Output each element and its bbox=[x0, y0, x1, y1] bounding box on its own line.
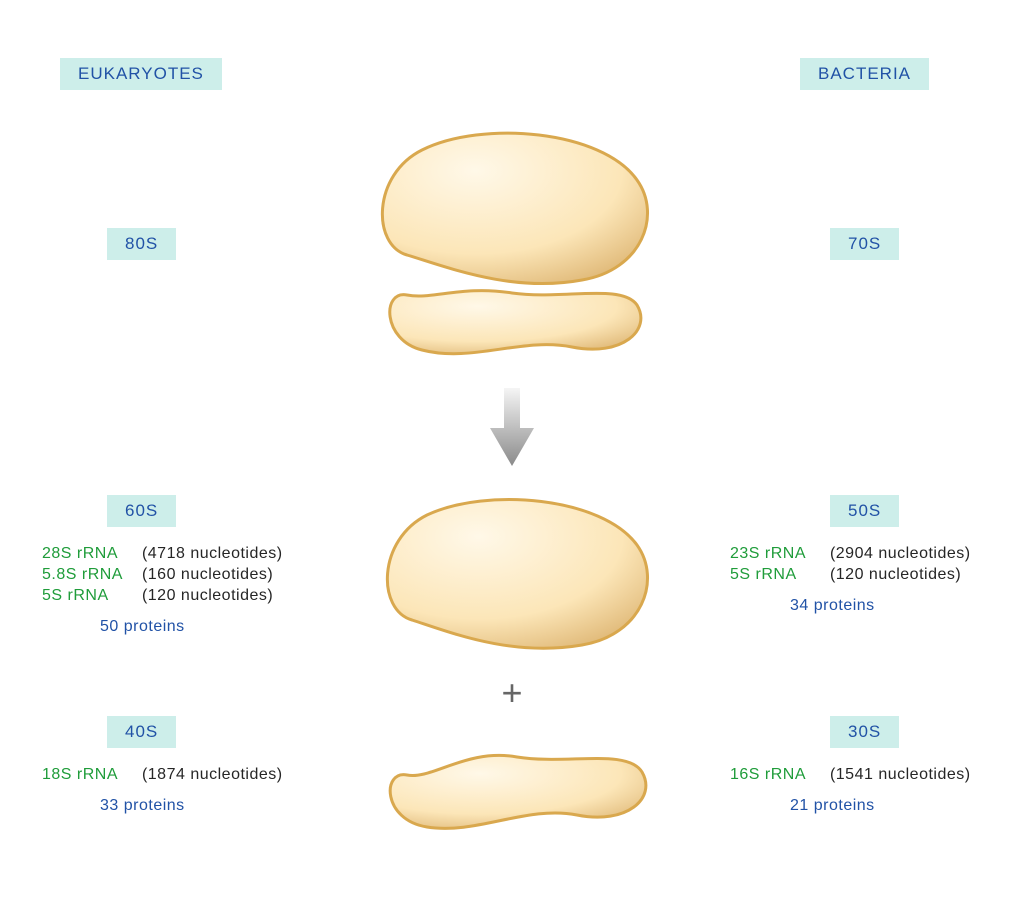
bac-large-rrna-row-1: 5S rRNA (120 nucleotides) bbox=[730, 566, 961, 584]
bac-small-proteins: 21 proteins bbox=[790, 797, 875, 815]
eukaryotes-header: EUKARYOTES bbox=[60, 58, 222, 90]
bac-large-label-text: 50S bbox=[848, 501, 881, 520]
rrna-nucleo: (160 nucleotides) bbox=[142, 566, 273, 584]
bac-large-rrna-row-0: 23S rRNA (2904 nucleotides) bbox=[730, 545, 971, 563]
large-subunit-diagram bbox=[362, 485, 662, 665]
euk-small-label-text: 40S bbox=[125, 722, 158, 741]
rrna-name: 5S rRNA bbox=[730, 566, 825, 584]
split-arrow-icon bbox=[490, 388, 534, 468]
euk-large-rrna-row-2: 5S rRNA (120 nucleotides) bbox=[42, 587, 273, 605]
euk-large-proteins: 50 proteins bbox=[100, 618, 185, 636]
euk-large-label-text: 60S bbox=[125, 501, 158, 520]
rrna-nucleo: (1541 nucleotides) bbox=[830, 766, 971, 784]
euk-small-label: 40S bbox=[107, 716, 176, 748]
euk-whole-label: 80S bbox=[107, 228, 176, 260]
plus-icon: + bbox=[501, 672, 522, 714]
rrna-name: 23S rRNA bbox=[730, 545, 825, 563]
bac-whole-label-text: 70S bbox=[848, 234, 881, 253]
rrna-nucleo: (120 nucleotides) bbox=[830, 566, 961, 584]
rrna-nucleo: (4718 nucleotides) bbox=[142, 545, 283, 563]
bac-small-label: 30S bbox=[830, 716, 899, 748]
bac-small-rrna-row-0: 16S rRNA (1541 nucleotides) bbox=[730, 766, 971, 784]
euk-large-rrna-row-1: 5.8S rRNA (160 nucleotides) bbox=[42, 566, 273, 584]
rrna-name: 5.8S rRNA bbox=[42, 566, 137, 584]
small-subunit-diagram bbox=[362, 730, 662, 840]
euk-large-label: 60S bbox=[107, 495, 176, 527]
bacteria-header-text: BACTERIA bbox=[818, 64, 911, 83]
rrna-name: 16S rRNA bbox=[730, 766, 825, 784]
rrna-name: 28S rRNA bbox=[42, 545, 137, 563]
rrna-name: 18S rRNA bbox=[42, 766, 137, 784]
bac-whole-label: 70S bbox=[830, 228, 899, 260]
rrna-name: 5S rRNA bbox=[42, 587, 137, 605]
eukaryotes-header-text: EUKARYOTES bbox=[78, 64, 204, 83]
euk-small-proteins: 33 proteins bbox=[100, 797, 185, 815]
rrna-nucleo: (120 nucleotides) bbox=[142, 587, 273, 605]
bacteria-header: BACTERIA bbox=[800, 58, 929, 90]
whole-ribosome-diagram bbox=[352, 115, 672, 375]
rrna-nucleo: (1874 nucleotides) bbox=[142, 766, 283, 784]
euk-whole-label-text: 80S bbox=[125, 234, 158, 253]
bac-small-label-text: 30S bbox=[848, 722, 881, 741]
bac-large-proteins: 34 proteins bbox=[790, 597, 875, 615]
euk-large-rrna-row-0: 28S rRNA (4718 nucleotides) bbox=[42, 545, 283, 563]
bac-large-label: 50S bbox=[830, 495, 899, 527]
euk-small-rrna-row-0: 18S rRNA (1874 nucleotides) bbox=[42, 766, 283, 784]
rrna-nucleo: (2904 nucleotides) bbox=[830, 545, 971, 563]
